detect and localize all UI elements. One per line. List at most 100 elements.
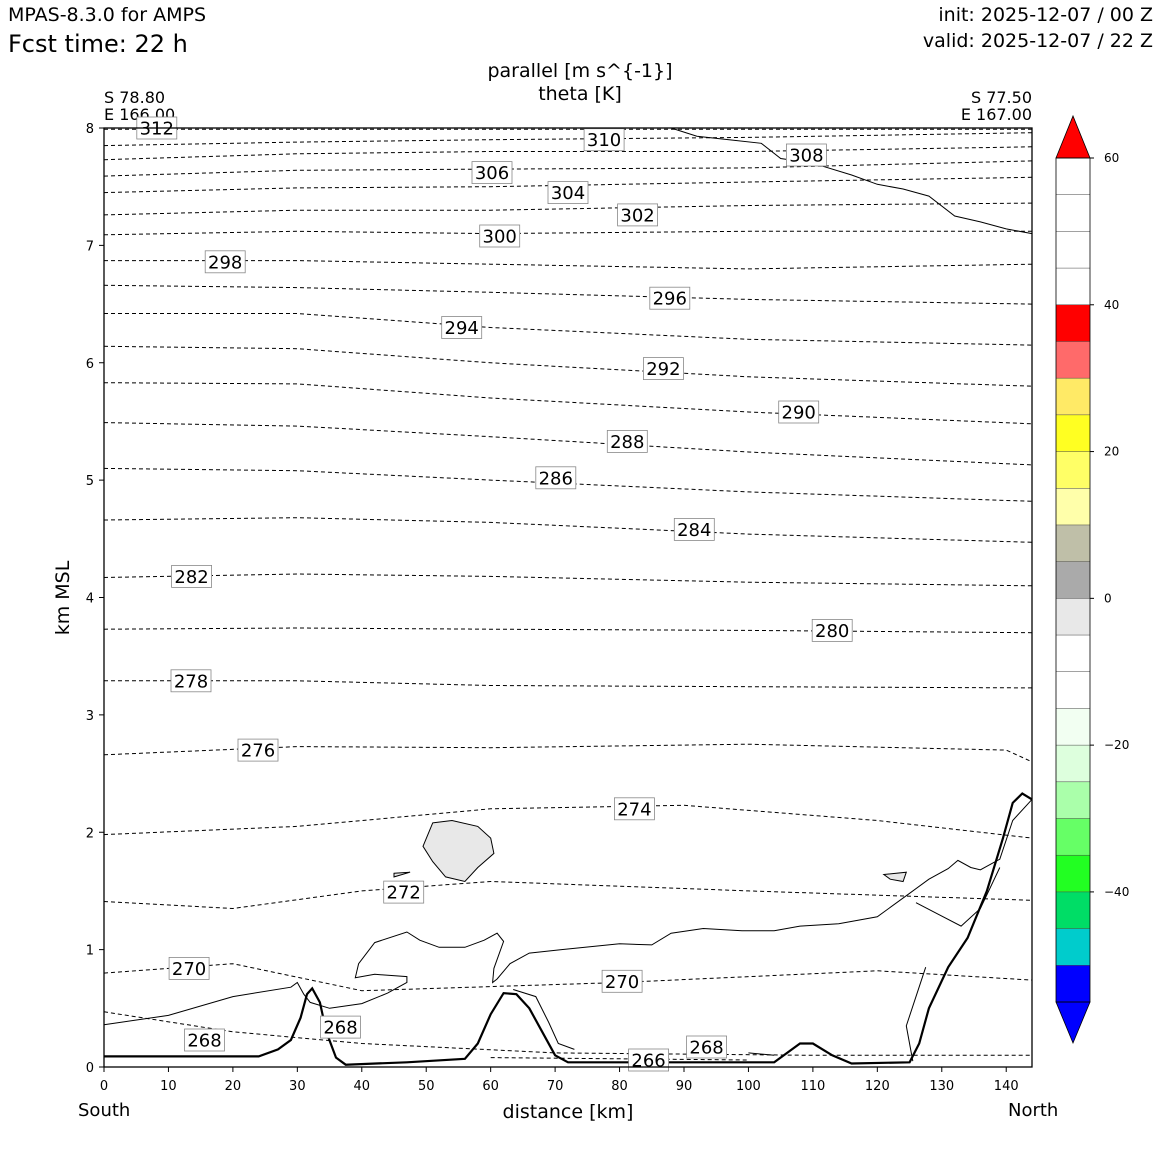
x-tick-label: 50 bbox=[418, 1079, 435, 1094]
colorbar-bin-14 bbox=[1056, 451, 1090, 489]
end-lat: S 77.50 bbox=[970, 88, 1032, 107]
theta-isoline-306 bbox=[103, 160, 1033, 177]
theta-label-text: 302 bbox=[620, 205, 654, 226]
colorbar-bin-15 bbox=[1056, 414, 1090, 452]
colorbar-tick-label: −40 bbox=[1104, 885, 1129, 899]
colorbar-bin-6 bbox=[1056, 745, 1090, 782]
theta-label-text: 308 bbox=[789, 146, 823, 167]
theta-label-text: 270 bbox=[605, 972, 639, 993]
forecast-time: Fcst time: 22 h bbox=[8, 30, 188, 58]
x-tick-label: 40 bbox=[354, 1079, 371, 1094]
field-title: parallel [m s^{-1}] bbox=[487, 60, 673, 82]
theta-label-text: 304 bbox=[551, 183, 585, 204]
theta-isoline-280 bbox=[103, 627, 1033, 634]
init-time: init: 2025-12-07 / 00 Z bbox=[938, 4, 1153, 26]
x-tick-label: 140 bbox=[994, 1079, 1019, 1094]
theta-label-text: 296 bbox=[653, 289, 687, 310]
theta-isoline-278 bbox=[104, 680, 1033, 689]
theta-label-280-16: 280 bbox=[811, 619, 853, 642]
theta-label-text: 292 bbox=[646, 359, 680, 380]
theta-label-306-3: 306 bbox=[471, 161, 513, 184]
theta-label-text: 270 bbox=[172, 959, 206, 980]
theta-label-268-25: 268 bbox=[686, 1035, 727, 1059]
y-tick-label: 4 bbox=[86, 592, 94, 607]
theta-label-text: 282 bbox=[174, 567, 208, 588]
x-tick-label: 90 bbox=[676, 1079, 693, 1094]
colorbar-tick-label: −20 bbox=[1104, 738, 1129, 752]
theta-isoline-294 bbox=[104, 313, 1033, 346]
x-tick-label: 0 bbox=[100, 1079, 108, 1094]
theta-label-text: 288 bbox=[610, 432, 644, 453]
colorbar-bin-4 bbox=[1056, 818, 1090, 856]
theta-label-268-23: 268 bbox=[184, 1028, 225, 1052]
colorbar-tick-label: 40 bbox=[1104, 298, 1119, 312]
wind-patch-layer bbox=[393, 819, 908, 883]
y-tick-label: 0 bbox=[86, 1061, 94, 1076]
colorbar-bin-7 bbox=[1056, 708, 1090, 746]
theta-isoline-268 bbox=[103, 1011, 1032, 1056]
colorbar-bin-3 bbox=[1056, 855, 1090, 892]
theta-label-text: 268 bbox=[689, 1038, 723, 1059]
colorbar-bin-9 bbox=[1056, 635, 1090, 672]
wind-contour-3 bbox=[513, 989, 575, 1050]
y-tick-label: 3 bbox=[86, 709, 94, 724]
x-tick-label: 30 bbox=[289, 1079, 306, 1094]
theta-label-text: 300 bbox=[483, 227, 517, 248]
theta-isoline-310 bbox=[103, 132, 1033, 147]
wind-patch-2 bbox=[882, 871, 908, 883]
theta-isoline-284 bbox=[103, 517, 1033, 543]
colorbar-extend-top bbox=[1055, 114, 1091, 159]
theta-isoline-290 bbox=[103, 382, 1033, 425]
end-direction: North bbox=[1008, 1100, 1059, 1121]
axes-layer: 0 10 20 30 40 50 60 70 80 90 100 110 120 130 140 0 1 2 3 4 5… bbox=[86, 122, 1033, 1094]
x-tick-label: 70 bbox=[547, 1079, 564, 1094]
end-point: S 77.50 E 167.00 bbox=[961, 89, 1032, 123]
theta-label-284-14: 284 bbox=[673, 518, 715, 541]
end-lon: E 167.00 bbox=[960, 105, 1032, 124]
x-tick-label: 130 bbox=[929, 1079, 954, 1094]
theta-label-286-13: 286 bbox=[535, 466, 577, 489]
colorbar-bin-12 bbox=[1056, 525, 1090, 562]
theta-label-308-2: 308 bbox=[786, 143, 827, 167]
theta-label-text: 312 bbox=[140, 119, 174, 140]
colorbar-bin-16 bbox=[1056, 378, 1090, 415]
theta-isoline-274 bbox=[103, 804, 1033, 839]
theta-label-text: 268 bbox=[323, 1018, 357, 1039]
colorbar: 60 40 20 0 −20 −40 bbox=[1055, 114, 1129, 1045]
colorbar-bin-11 bbox=[1056, 561, 1090, 599]
colorbar-bin-5 bbox=[1056, 781, 1090, 819]
colorbar-bin-18 bbox=[1056, 304, 1090, 342]
x-axis-label: distance [km] bbox=[503, 1101, 634, 1123]
theta-label-292-10: 292 bbox=[643, 357, 684, 380]
theta-label-302-5: 302 bbox=[617, 203, 658, 226]
theta-label-text: 276 bbox=[241, 741, 275, 762]
wind-patch-0 bbox=[422, 819, 495, 883]
y-tick-label: 8 bbox=[86, 122, 94, 137]
theta-label-270-21: 270 bbox=[168, 957, 210, 980]
theta-label-text: 280 bbox=[815, 621, 849, 642]
theta-label-text: 272 bbox=[387, 883, 421, 904]
theta-isoline-292 bbox=[103, 345, 1033, 387]
theta-label-text: 310 bbox=[587, 130, 621, 151]
theta-label-text: 274 bbox=[617, 799, 651, 820]
start-direction: South bbox=[78, 1100, 131, 1121]
theta-isoline-282 bbox=[103, 573, 1033, 587]
theta-label-text: 298 bbox=[208, 252, 242, 273]
theta-isoline-300 bbox=[103, 230, 1032, 236]
theta-label-text: 294 bbox=[445, 318, 479, 339]
theta-isoline-270 bbox=[103, 963, 1033, 992]
y-tick-label: 1 bbox=[86, 944, 94, 959]
theta-label-268-24: 268 bbox=[320, 1015, 361, 1039]
colorbar-bin-8 bbox=[1056, 671, 1090, 709]
theta-label-276-18: 276 bbox=[237, 738, 279, 762]
theta-isoline-304 bbox=[103, 176, 1033, 194]
theta-label-text: 306 bbox=[475, 163, 509, 184]
theta-label-294-9: 294 bbox=[441, 316, 483, 339]
colorbar-bin-1 bbox=[1056, 928, 1090, 966]
theta-isoline-272 bbox=[103, 880, 1033, 910]
theta-label-270-22: 270 bbox=[601, 969, 643, 993]
x-tick-label: 80 bbox=[611, 1079, 628, 1094]
x-tick-label: 120 bbox=[865, 1079, 890, 1094]
theta-label-layer: 312 310 308 306 304 302 300 298 296 294 292 290 288 2… bbox=[136, 116, 853, 1072]
